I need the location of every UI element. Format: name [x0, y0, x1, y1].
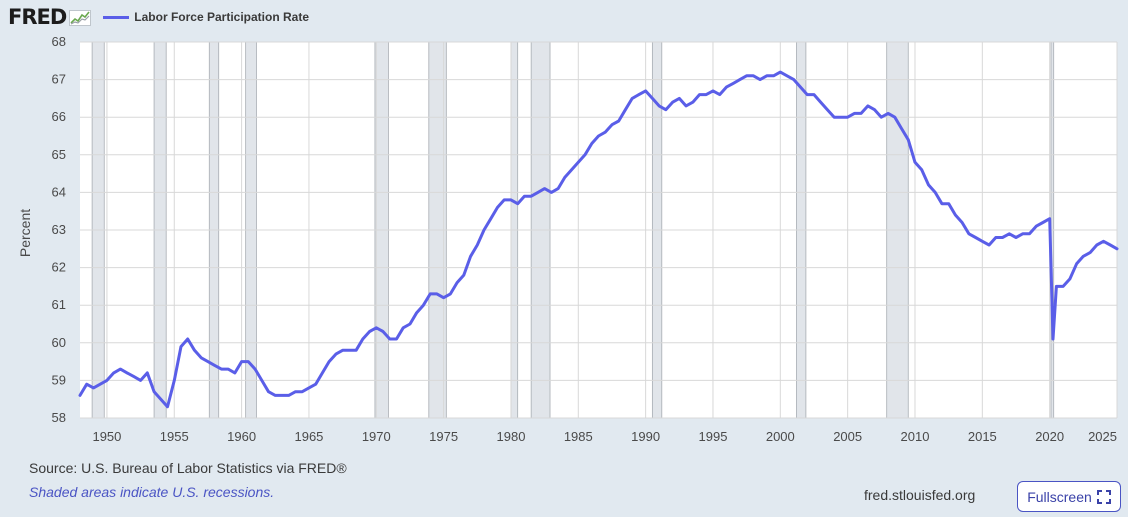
x-tick-label: 2020 — [1035, 429, 1064, 444]
y-tick-label: 68 — [52, 34, 66, 49]
y-tick-label: 59 — [52, 372, 66, 387]
y-tick-label: 65 — [52, 147, 66, 162]
x-tick-label: 1955 — [160, 429, 189, 444]
x-tick-label: 1995 — [699, 429, 728, 444]
x-tick-label: 1985 — [564, 429, 593, 444]
chart-header: FRED Labor Force Participation Rate — [8, 4, 309, 30]
x-tick-label: 2000 — [766, 429, 795, 444]
y-tick-label: 64 — [52, 184, 66, 199]
y-axis-label: Percent — [17, 209, 33, 257]
gridlines — [80, 41, 1118, 419]
x-tick-label: 1965 — [294, 429, 323, 444]
x-tick-label: 2025 — [1088, 429, 1117, 444]
x-tick-label: 2015 — [968, 429, 997, 444]
y-axis-tick-labels: 58 59 60 61 62 63 64 65 66 67 68 — [52, 34, 66, 425]
site-url[interactable]: fred.stlouisfed.org — [864, 487, 976, 503]
y-tick-label: 62 — [52, 260, 66, 275]
fullscreen-label: Fullscreen — [1027, 488, 1092, 505]
chart-legend: Labor Force Participation Rate — [103, 10, 309, 24]
y-tick-label: 66 — [52, 109, 66, 124]
recession-note: Shaded areas indicate U.S. recessions. — [29, 484, 275, 500]
x-tick-label: 1975 — [429, 429, 458, 444]
y-tick-label: 61 — [52, 297, 66, 312]
fullscreen-button[interactable]: Fullscreen — [1017, 481, 1121, 512]
y-tick-label: 63 — [52, 222, 66, 237]
x-tick-label: 1970 — [362, 429, 391, 444]
source-note: Source: U.S. Bureau of Labor Statistics … — [29, 460, 347, 476]
x-tick-label: 1960 — [227, 429, 256, 444]
fred-logo[interactable]: FRED — [8, 5, 67, 29]
x-tick-label: 1990 — [631, 429, 660, 444]
series-line-labor-force-participation-rate — [78, 70, 1119, 409]
y-tick-label: 60 — [52, 335, 66, 350]
x-axis-tick-labels: 1950 1955 1960 1965 1970 1975 1980 1985 1990 1995… — [92, 429, 1117, 444]
fred-logo-graph-icon — [69, 10, 92, 26]
x-tick-label: 2010 — [901, 429, 930, 444]
x-tick-label: 1950 — [92, 429, 121, 444]
fullscreen-icon — [1096, 489, 1111, 504]
legend-label: Labor Force Participation Rate — [134, 10, 309, 24]
y-tick-label: 67 — [52, 72, 66, 87]
legend-swatch — [103, 15, 130, 19]
x-tick-label: 1980 — [497, 429, 526, 444]
y-tick-label: 58 — [52, 410, 66, 425]
x-tick-label: 2005 — [833, 429, 862, 444]
